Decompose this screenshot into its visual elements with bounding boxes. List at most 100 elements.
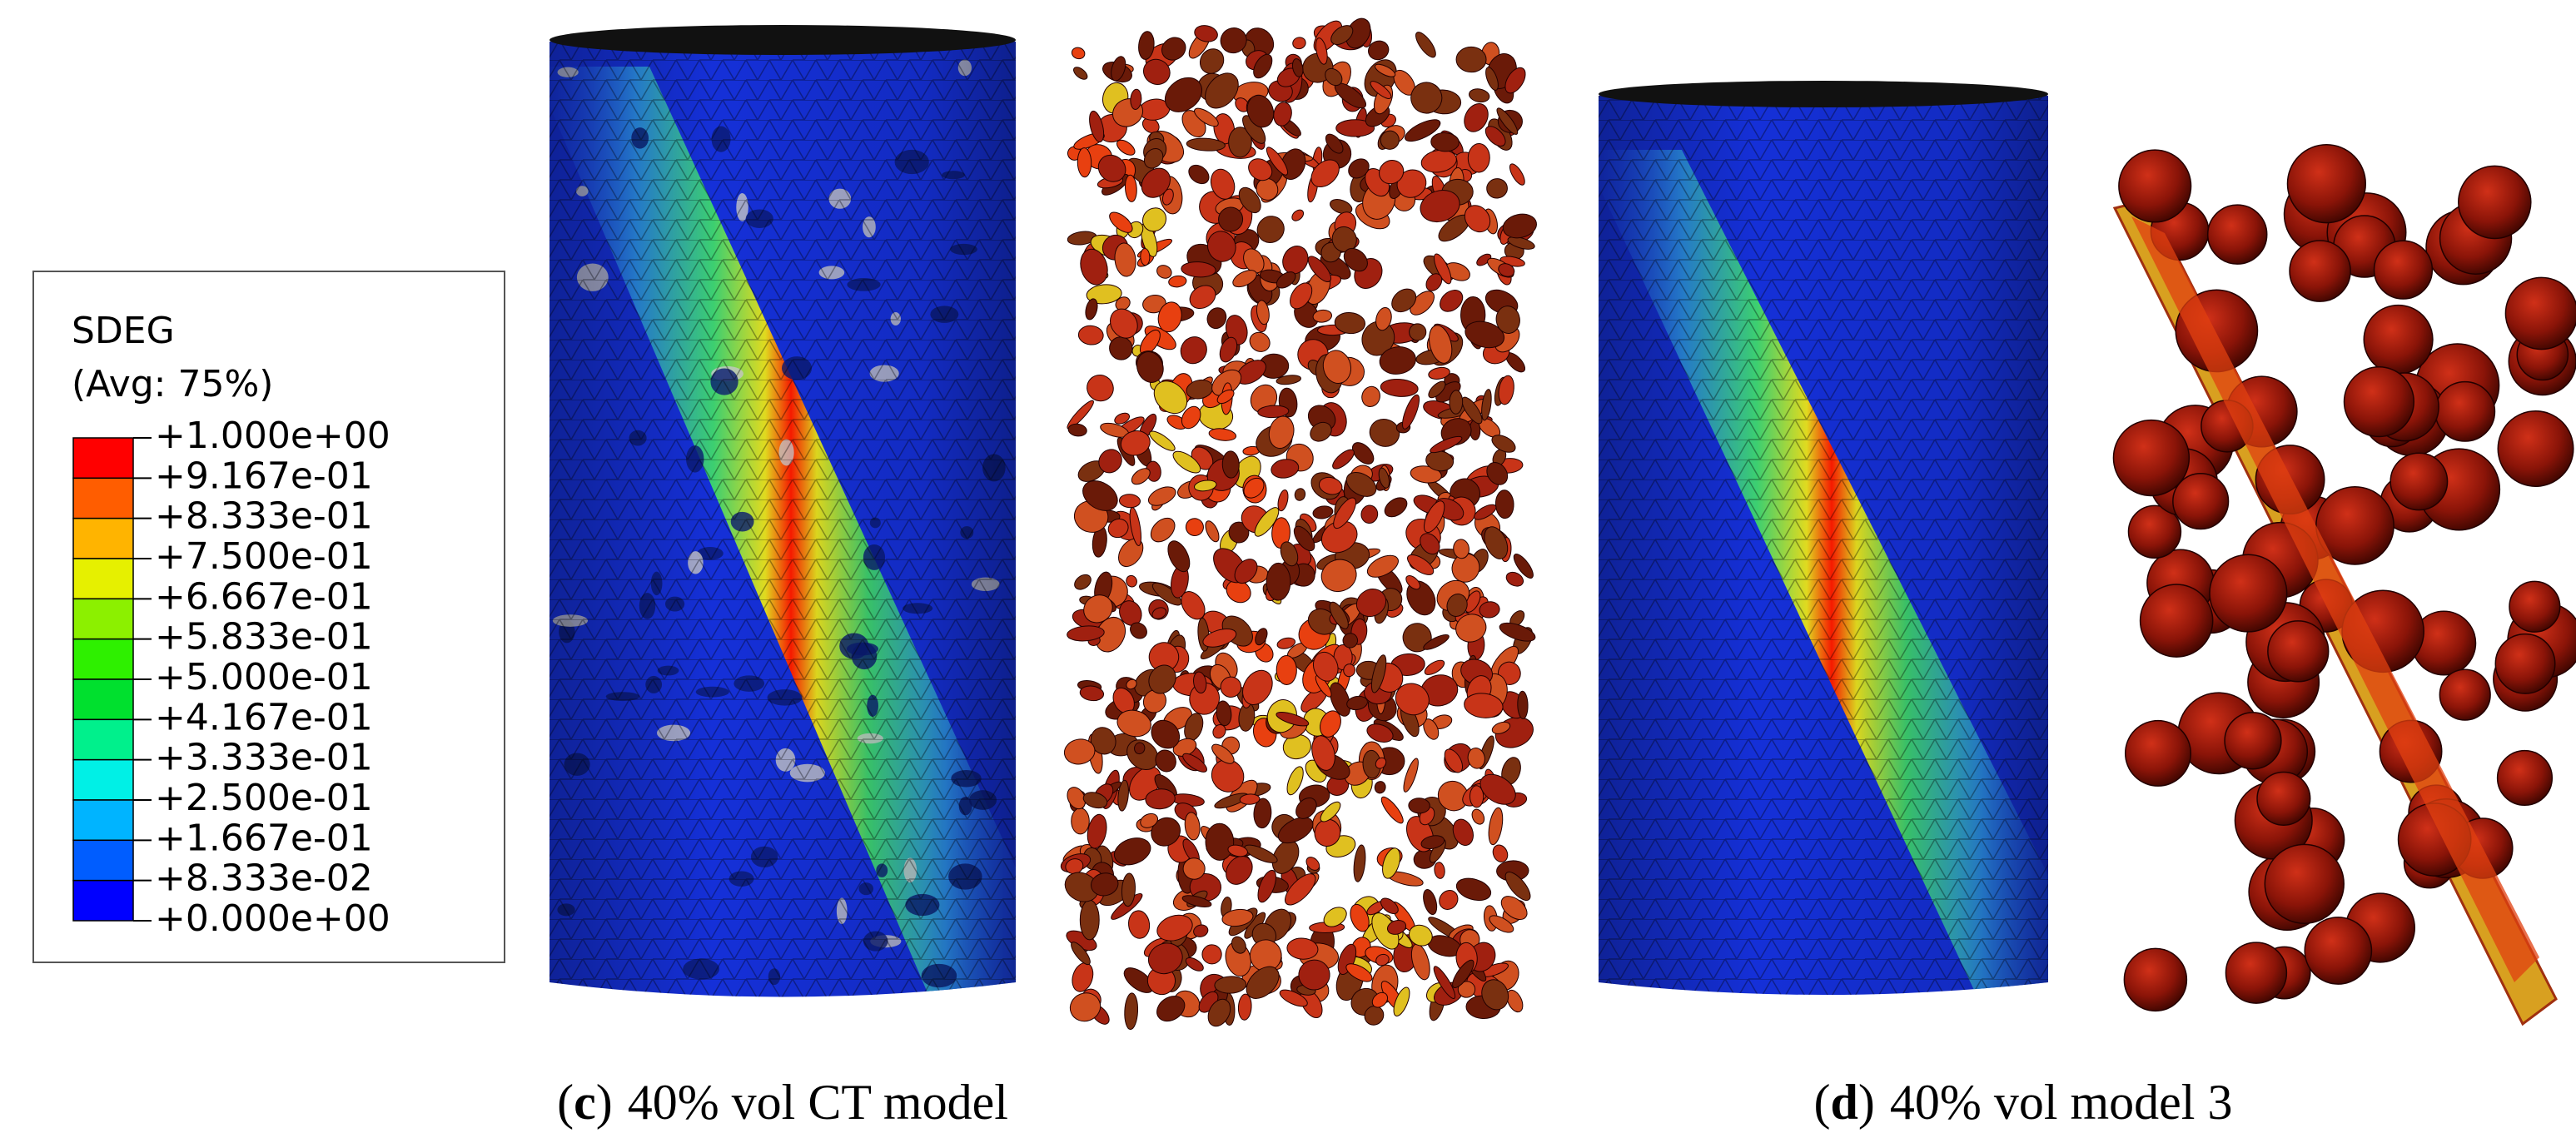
colorbar-swatch [72, 879, 134, 922]
particle [1402, 623, 1432, 653]
particle [1355, 589, 1387, 618]
particle [1425, 273, 1443, 291]
particle [1330, 25, 1354, 46]
particle [1366, 723, 1394, 743]
particle [1117, 779, 1129, 812]
particle [1346, 695, 1368, 711]
particle [1071, 942, 1091, 966]
particle [1124, 992, 1139, 1031]
particle [1375, 953, 1390, 967]
particle [1185, 518, 1204, 537]
particle [1239, 793, 1261, 805]
particle [1437, 780, 1469, 812]
particle [1156, 996, 1186, 1022]
particle [1202, 628, 1237, 648]
particle [1153, 380, 1188, 415]
particle [1126, 574, 1137, 588]
particle [1244, 844, 1278, 863]
particle [1067, 787, 1087, 810]
colorbar-swatch [72, 799, 134, 842]
particle [1237, 993, 1252, 1021]
particle [1151, 719, 1181, 749]
particle [1506, 989, 1524, 1013]
particle [1276, 637, 1295, 649]
particle [1067, 423, 1087, 437]
particle [1220, 27, 1247, 54]
particle [1205, 72, 1239, 109]
particle [1517, 690, 1529, 719]
particle [1428, 366, 1450, 380]
particle [1420, 190, 1460, 223]
colorbar-swatch [72, 678, 134, 721]
particle [1393, 986, 1410, 1016]
particle [1231, 936, 1246, 954]
particle [1423, 634, 1450, 650]
particle [1368, 40, 1390, 61]
particle [1221, 450, 1240, 479]
particle [1310, 159, 1340, 188]
particle [1457, 981, 1476, 998]
particle [1243, 477, 1265, 499]
particle [1345, 963, 1373, 982]
particle [1379, 346, 1416, 375]
particle [1286, 766, 1304, 796]
particle [1257, 869, 1277, 903]
particle [1071, 47, 1086, 60]
particle [1147, 486, 1176, 506]
particle [1077, 147, 1092, 178]
colorbar-label: +3.333e-01 [155, 737, 373, 779]
particle [1295, 798, 1317, 819]
particle [1131, 468, 1151, 485]
particle [1407, 554, 1435, 575]
particle [1330, 199, 1353, 215]
particle [1481, 979, 1509, 1011]
particle [1286, 937, 1319, 960]
particle [1253, 798, 1272, 829]
particle [1246, 94, 1275, 128]
particle [1329, 682, 1351, 717]
particle [1498, 263, 1515, 277]
particle [1476, 253, 1492, 266]
particle [1227, 844, 1248, 857]
particle [1087, 375, 1114, 402]
particle [1494, 489, 1514, 519]
particle [1113, 837, 1151, 866]
particle [1199, 48, 1225, 74]
particle [1461, 396, 1483, 425]
cylinder-top [1599, 81, 2048, 107]
particle [1410, 465, 1442, 484]
particle [1142, 294, 1166, 314]
particle [1502, 213, 1537, 239]
sphere [2504, 276, 2576, 350]
colorbar-swatch [72, 558, 134, 600]
particle [1279, 989, 1308, 1007]
particle [1430, 435, 1463, 454]
particle [1164, 77, 1203, 112]
particle [1342, 633, 1359, 649]
sphere [2304, 917, 2373, 985]
particle [1491, 435, 1516, 453]
particle [1228, 127, 1252, 158]
sphere [2509, 580, 2561, 633]
particle [1320, 801, 1341, 822]
colorbar-swatch [72, 477, 134, 519]
particle [1481, 389, 1492, 421]
particle [1434, 862, 1445, 879]
particle [1486, 462, 1509, 485]
sphere [2118, 149, 2192, 223]
particle [1145, 788, 1176, 810]
particle [1500, 896, 1528, 921]
sphere [2494, 633, 2556, 694]
particle [1495, 306, 1520, 334]
particle [1380, 378, 1419, 397]
particle [1374, 781, 1386, 794]
particle [1366, 554, 1399, 578]
particle [1238, 186, 1261, 214]
particle [1148, 664, 1176, 694]
particle [1499, 622, 1536, 642]
particle [1193, 671, 1207, 694]
particle [1276, 375, 1301, 385]
particle [1380, 130, 1400, 150]
particle [1249, 331, 1271, 352]
particle [1082, 480, 1118, 511]
